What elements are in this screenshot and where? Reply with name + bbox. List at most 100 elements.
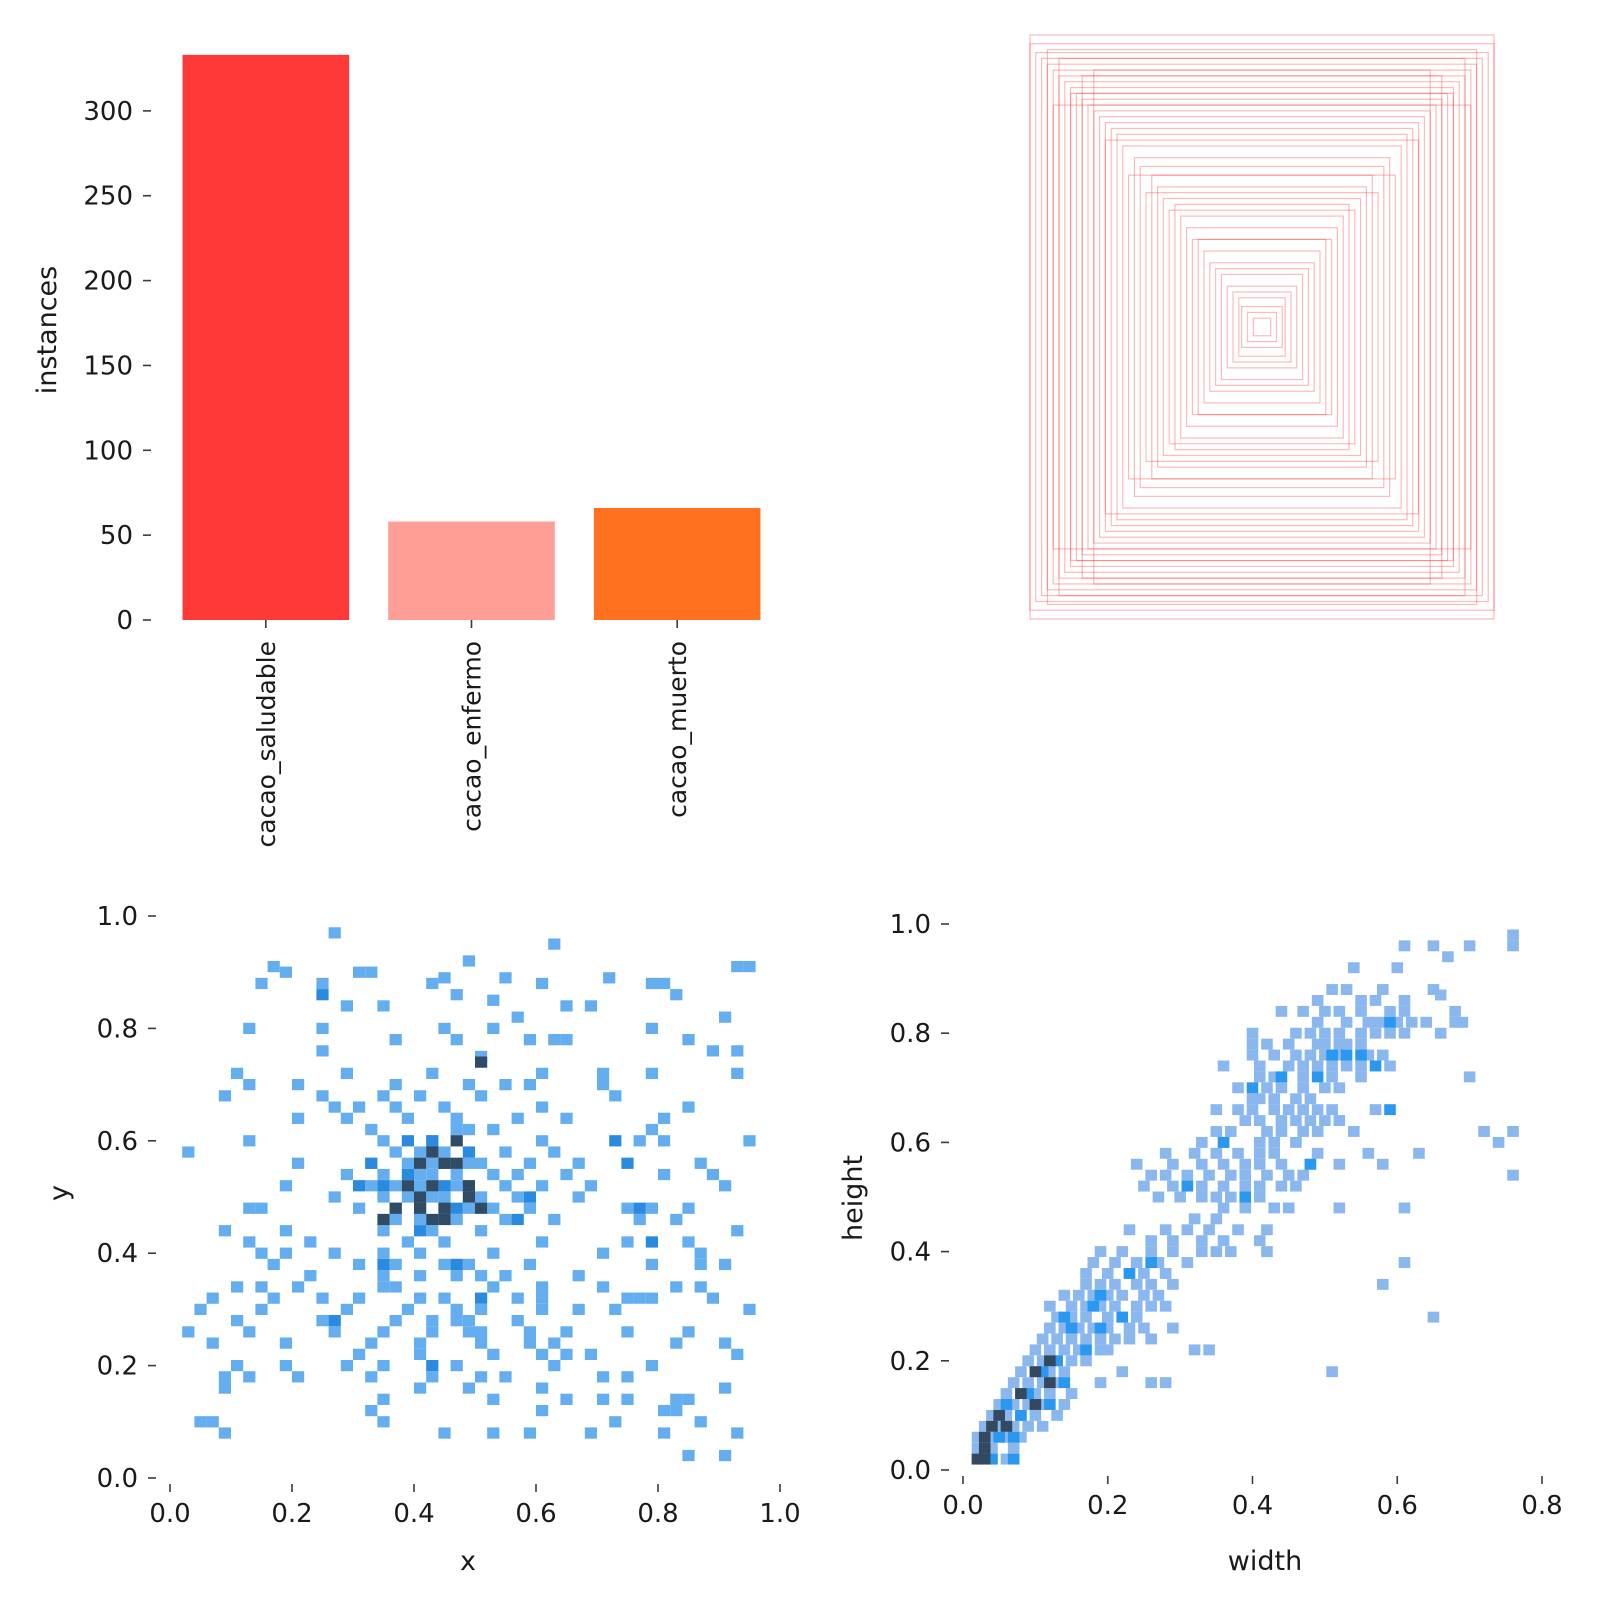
histogram-cell xyxy=(450,1270,463,1282)
histogram-cell xyxy=(414,1337,427,1349)
label-box xyxy=(1191,238,1333,416)
histogram-cell xyxy=(1159,1300,1172,1312)
histogram-cell xyxy=(438,1157,451,1169)
label-box xyxy=(1098,116,1425,538)
histogram-cell xyxy=(1101,1289,1114,1301)
histogram-cell xyxy=(255,1303,268,1316)
label-box xyxy=(1209,262,1315,392)
histogram-cell xyxy=(1239,1191,1252,1203)
histogram-cell xyxy=(1015,1366,1027,1378)
label-box xyxy=(1052,69,1472,585)
label-box xyxy=(1093,69,1431,585)
histogram-cell xyxy=(304,1270,317,1282)
histogram-cell xyxy=(340,1359,353,1372)
histogram-cell xyxy=(414,1202,427,1214)
histogram-cell xyxy=(1253,1115,1266,1127)
histogram-cell xyxy=(450,1202,463,1214)
histogram-cell xyxy=(487,1022,500,1035)
histogram-cell xyxy=(1268,1136,1281,1148)
label-box xyxy=(1145,192,1379,462)
histogram-cell xyxy=(243,1135,256,1147)
x-tick-label: 0.6 xyxy=(515,1499,556,1529)
y-axis-label: height xyxy=(838,1155,869,1241)
histogram-cell xyxy=(389,1213,402,1226)
histogram-cell xyxy=(971,1453,984,1465)
histogram-cell xyxy=(414,1348,427,1360)
histogram-cell xyxy=(1362,1016,1375,1028)
y-tick-label: 0.6 xyxy=(97,1127,138,1157)
histogram-cell xyxy=(645,1258,658,1271)
histogram-cell xyxy=(1058,1289,1071,1301)
histogram-cell xyxy=(1000,1420,1013,1432)
y-tick-label: 0.0 xyxy=(97,1464,138,1494)
histogram-cell xyxy=(511,1011,524,1023)
histogram-cell xyxy=(1333,1038,1346,1050)
histogram-cell xyxy=(1036,1355,1049,1367)
bar-cacao_muerto xyxy=(593,507,761,620)
histogram-cell xyxy=(1253,1235,1266,1247)
histogram-cell xyxy=(1224,1169,1237,1181)
histogram-cell xyxy=(1000,1431,1013,1443)
histogram-cell xyxy=(1145,1235,1157,1247)
histogram-cell xyxy=(1094,1246,1107,1258)
histogram-cell xyxy=(304,1236,317,1248)
histogram-cell xyxy=(993,1399,1005,1410)
histogram-cell xyxy=(1434,1027,1447,1039)
histogram-cell xyxy=(1355,1027,1367,1039)
histogram-cell xyxy=(1282,1038,1295,1050)
histogram-cell xyxy=(1297,1060,1309,1072)
histogram-cell xyxy=(1311,1104,1324,1116)
histogram-cell xyxy=(1065,1333,1078,1345)
histogram-cell xyxy=(426,1168,439,1181)
histogram-cell xyxy=(206,1292,219,1304)
label-box xyxy=(1241,305,1283,349)
histogram-cell xyxy=(523,1034,536,1046)
histogram-cell xyxy=(1239,1169,1252,1181)
bar-cacao_enfermo xyxy=(388,521,555,620)
histogram-cell xyxy=(682,1236,695,1248)
histogram-cell xyxy=(1376,1278,1389,1290)
histogram-cell xyxy=(1210,1104,1223,1116)
histogram-cell xyxy=(316,989,329,1001)
histogram-cell xyxy=(377,1225,390,1237)
histogram-cell xyxy=(1167,1246,1179,1258)
histogram-cell xyxy=(1413,1147,1425,1159)
histogram-cell xyxy=(1022,1399,1034,1410)
histogram-cell xyxy=(1398,1027,1411,1039)
histogram-cell xyxy=(462,1123,475,1136)
histogram-cell xyxy=(1210,1126,1223,1137)
histogram-cell xyxy=(438,1236,451,1248)
histogram-cell xyxy=(1340,1060,1353,1072)
histogram-cell xyxy=(353,1348,366,1360)
histogram-cell xyxy=(475,1090,488,1102)
histogram-cell xyxy=(971,1442,984,1454)
histogram-cell xyxy=(993,1431,1005,1443)
label-box xyxy=(1180,215,1344,439)
histogram-cell xyxy=(414,1146,427,1158)
histogram-cell xyxy=(1196,1136,1208,1148)
histogram-cell xyxy=(1449,1005,1461,1017)
histogram-cell xyxy=(560,1168,573,1181)
histogram-cell xyxy=(1275,1126,1288,1137)
histogram-cell xyxy=(597,1281,610,1293)
histogram-cell xyxy=(1297,1126,1309,1137)
histogram-cell xyxy=(1167,1158,1179,1170)
histogram-cell xyxy=(1203,1224,1215,1236)
histogram-cell xyxy=(1253,1071,1266,1083)
histogram-cell xyxy=(475,1326,488,1338)
histogram-cell xyxy=(1376,1158,1389,1170)
histogram-cell xyxy=(279,1180,292,1192)
histogram-cell xyxy=(1297,1071,1309,1083)
histogram-cell xyxy=(377,1270,390,1282)
histogram-cell xyxy=(414,1090,427,1102)
histogram-cell xyxy=(1275,1180,1288,1192)
histogram-cell xyxy=(1398,1202,1411,1214)
histogram-cell xyxy=(572,1191,585,1203)
histogram-cell xyxy=(658,1168,671,1181)
histogram-cell xyxy=(1261,1224,1273,1236)
histogram-cell xyxy=(694,1281,707,1293)
histogram-cell xyxy=(218,1382,231,1394)
histogram-cell xyxy=(292,1281,305,1293)
label-box xyxy=(1220,273,1304,381)
histogram-cell xyxy=(389,1258,402,1271)
